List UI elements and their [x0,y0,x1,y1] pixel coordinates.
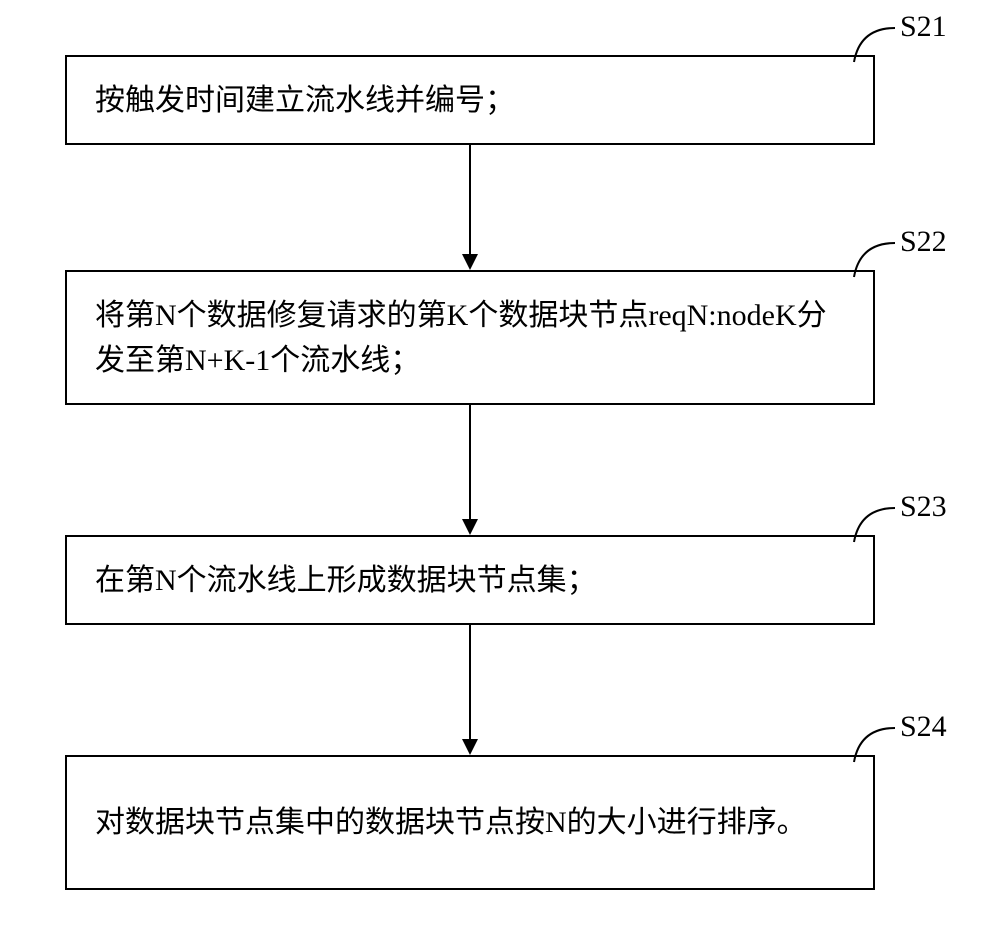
flow-step-s22: 将第N个数据修复请求的第K个数据块节点reqN:nodeK分发至第N+K-1个流… [65,270,875,405]
arrowhead-s21-s22 [462,254,478,270]
flow-step-s23: 在第N个流水线上形成数据块节点集； [65,535,875,625]
flow-step-s21: 按触发时间建立流水线并编号； [65,55,875,145]
flow-step-s24: 对数据块节点集中的数据块节点按N的大小进行排序。 [65,755,875,890]
flow-step-text: 按触发时间建立流水线并编号； [95,78,515,123]
arrowhead-s22-s23 [462,519,478,535]
connector-s22-s23 [469,405,471,520]
step-label-s23: S23 [900,490,947,524]
step-label-s22: S22 [900,225,947,259]
step-label-s24: S24 [900,710,947,744]
flowchart-container: 按触发时间建立流水线并编号； S21 将第N个数据修复请求的第K个数据块节点re… [0,0,1000,925]
connector-s23-s24 [469,625,471,740]
flow-step-text: 在第N个流水线上形成数据块节点集； [95,558,597,603]
arrowhead-s23-s24 [462,739,478,755]
step-label-s21: S21 [900,10,947,44]
flow-step-text: 对数据块节点集中的数据块节点按N的大小进行排序。 [95,800,807,845]
connector-s21-s22 [469,145,471,255]
flow-step-text: 将第N个数据修复请求的第K个数据块节点reqN:nodeK分发至第N+K-1个流… [95,293,845,383]
